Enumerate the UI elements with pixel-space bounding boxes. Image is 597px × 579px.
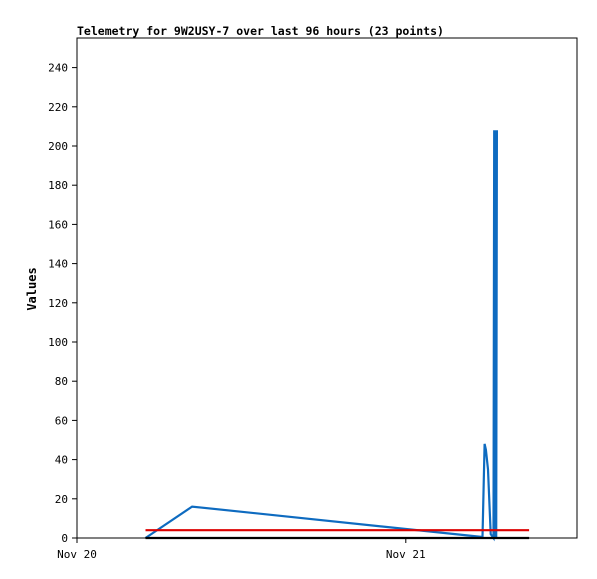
y-tick-label: 0 <box>61 532 68 545</box>
y-tick-label: 80 <box>55 375 68 388</box>
y-tick-label: 180 <box>48 179 68 192</box>
y-tick-label: 220 <box>48 101 68 114</box>
x-tick-label: Nov 21 <box>386 548 426 561</box>
x-tick-label: Nov 20 <box>57 548 97 561</box>
series-layer <box>144 130 530 542</box>
y-tick-label: 240 <box>48 62 68 75</box>
y-tick-label: 200 <box>48 140 68 153</box>
y-tick-label: 160 <box>48 218 68 231</box>
y-tick-label: 100 <box>48 336 68 349</box>
y-tick-label: 140 <box>48 258 68 271</box>
plot-frame <box>76 37 578 539</box>
y-tick-label: 20 <box>55 493 68 506</box>
y-tick-label: 60 <box>55 414 68 427</box>
x-axis-ticks: Nov 20 Nov 21 <box>57 538 426 561</box>
series-line-1 <box>144 130 498 542</box>
y-axis-ticks: 0 20 40 60 80 100 120 140 160 180 200 220 240 <box>48 62 77 545</box>
y-axis-label: Values <box>25 267 39 310</box>
y-tick-label: 120 <box>48 297 68 310</box>
chart-title: Telemetry for 9W2USY-7 over last 96 hour… <box>77 24 444 38</box>
y-tick-label: 40 <box>55 454 68 467</box>
